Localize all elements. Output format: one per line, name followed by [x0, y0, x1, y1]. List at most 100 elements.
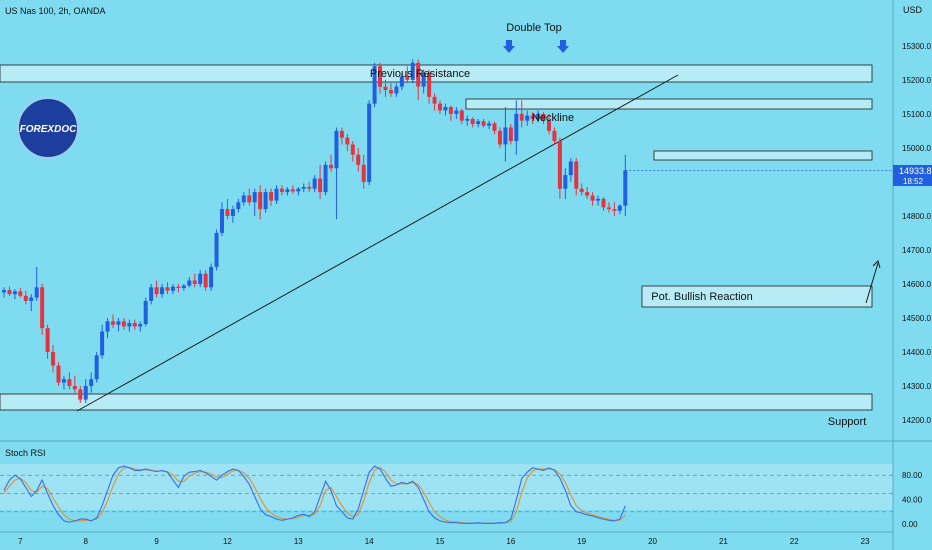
candle — [617, 203, 622, 215]
countdown-value: 18:52 — [903, 177, 924, 186]
candle — [160, 283, 165, 298]
candle — [285, 186, 290, 196]
candle — [138, 321, 143, 332]
candle-body — [143, 300, 148, 325]
candle — [181, 283, 186, 291]
candle — [72, 375, 77, 393]
currency-label: USD — [903, 5, 923, 15]
candle-body — [525, 115, 530, 121]
candle — [18, 288, 23, 298]
time-tick-label: 20 — [648, 537, 657, 546]
candle-body — [459, 110, 464, 121]
time-tick-label: 23 — [861, 537, 870, 546]
candle — [454, 107, 459, 119]
price-tick-label: 15300.0 — [902, 42, 931, 51]
candle-body — [132, 323, 137, 327]
previous-resistance-zone — [0, 64, 873, 83]
candle — [83, 379, 88, 403]
stoch-tick-label: 80.00 — [902, 471, 923, 480]
breakdown-zone — [653, 150, 873, 161]
candle — [121, 317, 126, 330]
candle-body — [617, 205, 622, 211]
previous-resistance-label: Previous Resistance — [370, 68, 470, 80]
double-top-arrow-right-icon — [557, 40, 569, 53]
candle-body — [203, 273, 208, 288]
candle-body — [421, 73, 426, 87]
candle-body — [34, 287, 39, 298]
candle — [334, 127, 339, 220]
candle-body — [225, 209, 230, 216]
candle — [612, 202, 617, 216]
candle-body — [301, 186, 306, 189]
candle-body — [187, 280, 192, 286]
candle-body — [274, 188, 279, 201]
candle — [274, 185, 279, 204]
candle-body — [481, 121, 486, 126]
price-tick-label: 14300.0 — [902, 382, 931, 391]
candle-body — [612, 209, 617, 211]
candle — [252, 188, 257, 216]
candle-body — [127, 323, 132, 327]
candle — [154, 280, 159, 298]
candle — [296, 186, 301, 196]
time-tick-label: 22 — [790, 537, 799, 546]
candle-body — [454, 110, 459, 114]
price-tick-label: 14400.0 — [902, 348, 931, 357]
candle-body — [388, 90, 393, 94]
candle-body — [394, 86, 399, 94]
candle — [443, 103, 448, 116]
bullish-arrow-head — [872, 260, 881, 269]
candle — [116, 317, 121, 332]
candle — [220, 202, 224, 237]
candle — [323, 161, 328, 196]
candle — [51, 345, 56, 373]
candle-body — [432, 96, 437, 104]
candle — [623, 154, 628, 216]
double-top-arrow-left-icon — [503, 40, 515, 53]
candle — [89, 372, 94, 393]
neckline-zone — [465, 98, 873, 110]
candle-body — [606, 207, 611, 210]
candle — [519, 100, 524, 128]
candle-body — [269, 192, 274, 201]
candle — [279, 185, 284, 196]
candle-body — [563, 175, 568, 189]
candle-body — [410, 62, 415, 80]
candle-body — [263, 192, 268, 210]
last-price-value: 14933.8 — [899, 166, 932, 176]
time-tick-label: 8 — [84, 537, 89, 546]
candle-body — [83, 385, 88, 400]
candle — [127, 319, 132, 332]
candle-body — [350, 144, 355, 155]
candle-body — [89, 379, 94, 386]
candle-body — [508, 127, 513, 142]
candle-body — [623, 170, 628, 206]
time-tick-label: 16 — [506, 537, 515, 546]
time-tick-label: 14 — [365, 537, 374, 546]
candle-body — [307, 186, 312, 189]
candle — [258, 185, 263, 220]
candle — [236, 198, 241, 213]
candle — [329, 154, 333, 172]
candle — [585, 186, 590, 199]
candle-body — [18, 291, 23, 296]
candle-body — [568, 161, 573, 176]
candle — [67, 372, 72, 390]
candle-body — [258, 192, 263, 210]
candle-body — [100, 331, 105, 356]
neckline-label: Neckline — [532, 112, 574, 124]
candle-body — [111, 321, 115, 325]
candle-body — [105, 321, 110, 332]
time-tick-label: 13 — [294, 537, 303, 546]
price-tick-label: 15200.0 — [902, 76, 931, 85]
candle-body — [121, 321, 126, 327]
price-tick-label: 14700.0 — [902, 246, 931, 255]
candle-body — [339, 130, 344, 138]
candle-body — [547, 120, 551, 131]
candle-body — [149, 287, 154, 301]
candle — [432, 93, 437, 111]
candle — [508, 124, 513, 145]
stoch-group: 0.00 40.00 80.00 — [0, 465, 923, 529]
candle-body — [585, 192, 590, 196]
